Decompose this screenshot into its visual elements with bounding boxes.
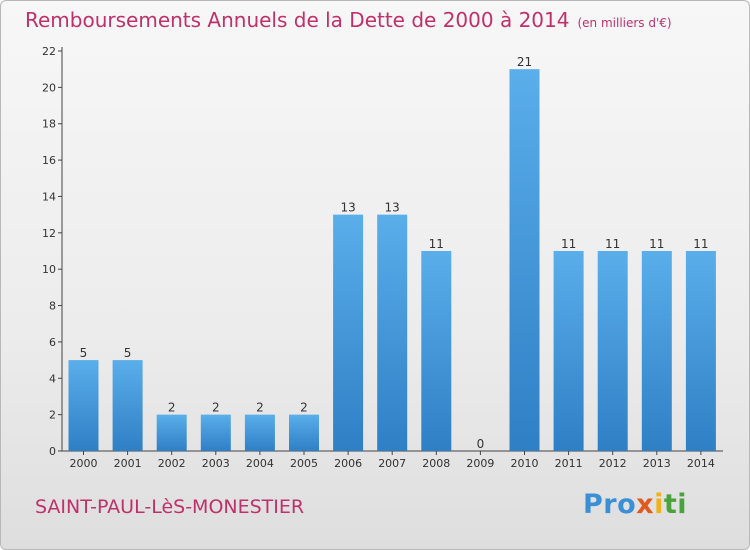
bar: [68, 360, 99, 451]
value-label: 21: [517, 55, 532, 69]
bar: [112, 360, 143, 451]
x-tick-label: 2013: [643, 457, 671, 470]
x-tick-label: 2011: [555, 457, 583, 470]
x-tick-label: 2006: [334, 457, 362, 470]
x-tick-label: 2014: [687, 457, 715, 470]
value-label: 13: [385, 201, 400, 215]
value-label: 5: [80, 346, 88, 360]
logo-part-3: i: [654, 489, 664, 520]
y-tick-label: 22: [42, 45, 56, 58]
bar: [421, 251, 452, 451]
bar: [200, 414, 231, 451]
value-label: 11: [605, 237, 620, 251]
value-label: 2: [212, 401, 220, 415]
value-label: 11: [649, 237, 664, 251]
bar: [289, 414, 319, 451]
value-label: 11: [429, 237, 444, 251]
value-label: 11: [561, 237, 576, 251]
chart-title: Remboursements Annuels de la Dette de 20…: [25, 8, 672, 32]
y-tick-label: 14: [42, 190, 56, 203]
y-tick-label: 8: [49, 300, 56, 313]
logo-part-2: x: [636, 489, 655, 520]
value-label: 2: [168, 401, 176, 415]
bar: [597, 251, 628, 451]
x-tick-label: 2003: [202, 457, 230, 470]
value-label: 0: [477, 437, 485, 451]
x-tick-label: 2000: [70, 457, 98, 470]
commune-name: SAINT-PAUL-LèS-MONESTIER: [35, 496, 305, 518]
x-tick-label: 2007: [378, 457, 406, 470]
y-tick-label: 10: [42, 263, 56, 276]
value-label: 2: [300, 401, 308, 415]
x-tick-label: 2012: [599, 457, 627, 470]
y-tick-label: 20: [42, 81, 56, 94]
y-tick-label: 0: [49, 445, 56, 458]
y-tick-label: 18: [42, 118, 56, 131]
value-label: 13: [340, 201, 355, 215]
x-tick-label: 2010: [511, 457, 539, 470]
x-tick-label: 2008: [422, 457, 450, 470]
x-tick-label: 2009: [466, 457, 494, 470]
proxiti-logo[interactable]: Proxiti: [583, 489, 687, 520]
x-tick-label: 2004: [246, 457, 274, 470]
chart-title-text: Remboursements Annuels de la Dette de 20…: [25, 8, 570, 32]
x-tick-label: 2001: [114, 457, 142, 470]
bar: [377, 214, 408, 451]
bar: [333, 214, 364, 451]
x-tick-label: 2005: [290, 457, 318, 470]
logo-part-4: ti: [663, 489, 688, 520]
logo-part-1: Pro: [583, 489, 637, 520]
bar: [641, 251, 672, 451]
bar: [244, 414, 275, 451]
bar: [553, 251, 584, 451]
y-tick-label: 6: [49, 336, 56, 349]
value-label: 5: [124, 346, 132, 360]
value-label: 11: [693, 237, 708, 251]
value-label: 2: [256, 401, 264, 415]
y-tick-label: 16: [42, 154, 56, 167]
bar: [685, 251, 716, 451]
bar: [156, 414, 187, 451]
x-tick-label: 2002: [158, 457, 186, 470]
y-tick-label: 2: [49, 409, 56, 422]
bar: [509, 69, 540, 451]
chart-unit: (en milliers d'€): [577, 16, 672, 30]
y-tick-label: 12: [42, 227, 56, 240]
y-tick-label: 4: [49, 372, 56, 385]
